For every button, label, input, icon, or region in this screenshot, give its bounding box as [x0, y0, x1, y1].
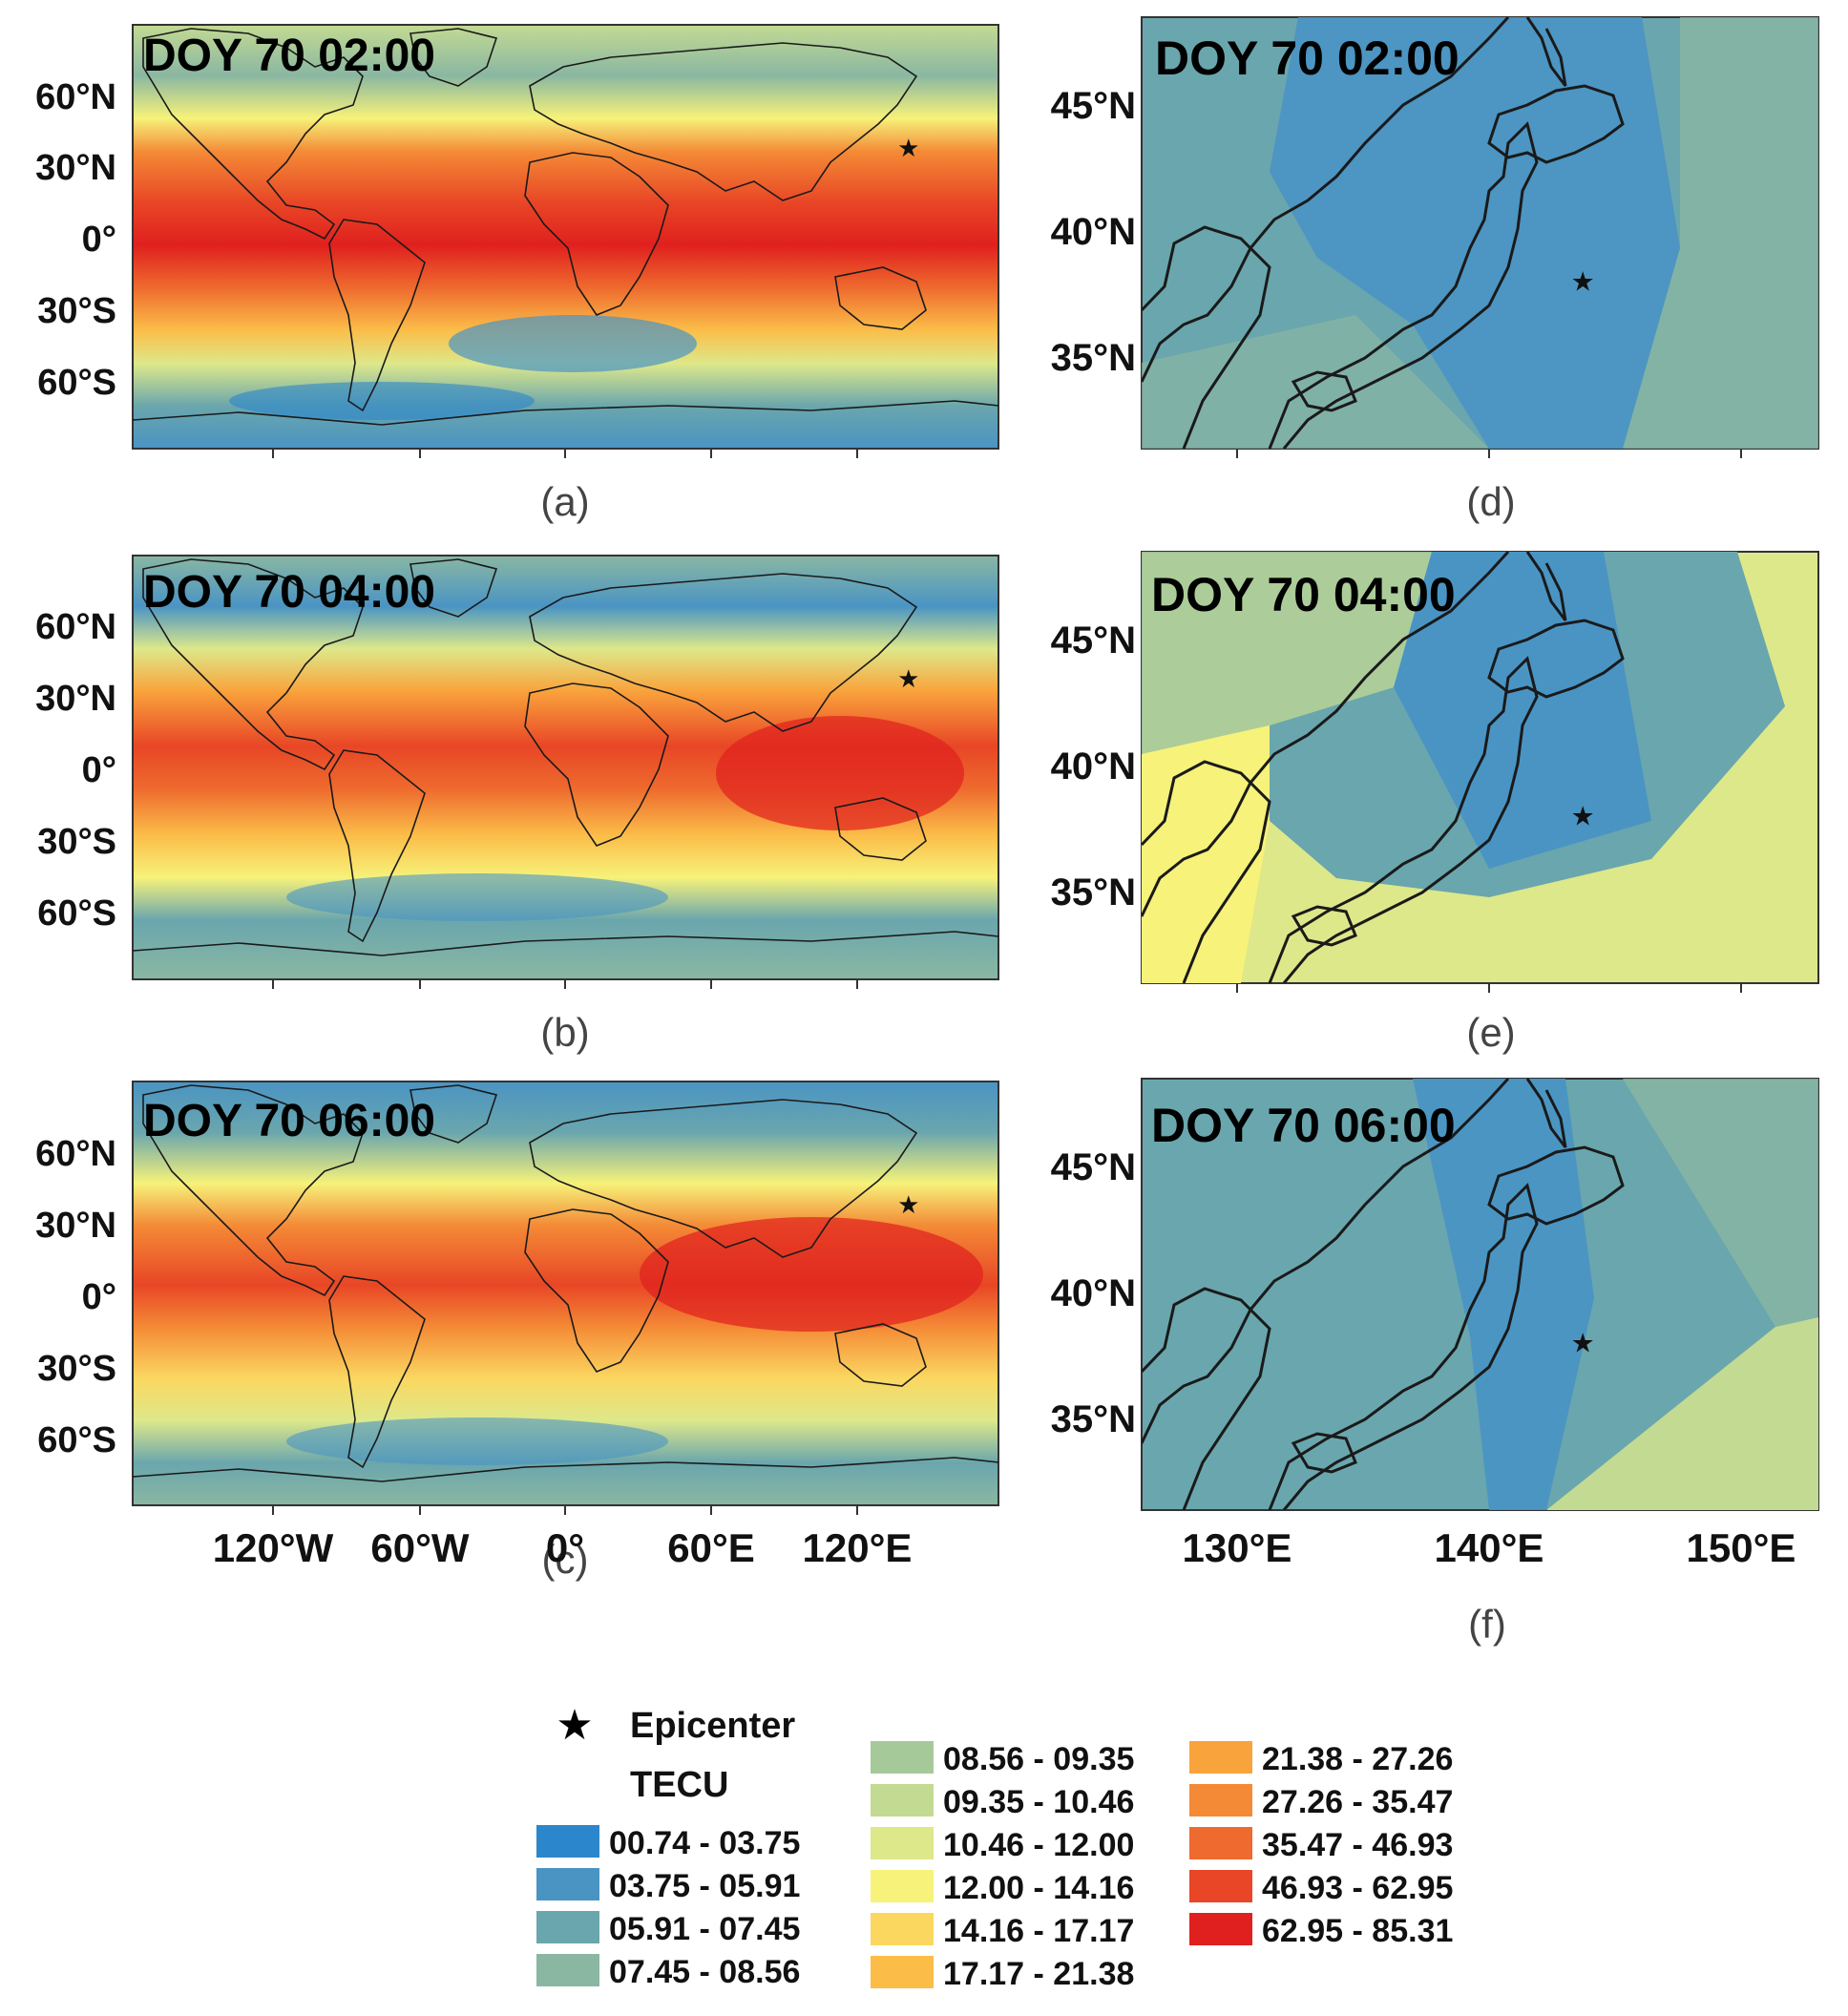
epicenter-star-icon: ★	[1571, 267, 1595, 297]
legend-range-label: 07.45 - 08.56	[609, 1954, 800, 1990]
epicenter-star-icon: ★	[1571, 802, 1595, 831]
map-panel-f: DOY 70 06:00 (f)	[1141, 1078, 1819, 1647]
panel-caption-b: (b)	[540, 1010, 589, 1055]
legend-range-label: 12.00 - 14.16	[943, 1870, 1134, 1906]
epicenter-star-icon: ★	[897, 664, 919, 693]
legend: ★ Epicenter TECU 00.74 - 03.75 03.75 - 05…	[536, 1702, 1453, 1992]
panel-caption-d: (d)	[1466, 479, 1515, 524]
legend-swatch	[536, 1954, 599, 1986]
legend-epicenter-label: Epicenter	[630, 1706, 795, 1746]
lat-tick: 0°	[82, 220, 116, 260]
lon-tick: 130°E	[1183, 1525, 1292, 1570]
lat-tick: 60°S	[37, 893, 116, 934]
legend-swatch	[1189, 1870, 1252, 1902]
legend-range-label: 46.93 - 62.95	[1262, 1870, 1453, 1906]
legend-swatch	[1189, 1741, 1252, 1774]
panel-caption-a: (a)	[540, 479, 589, 524]
lat-tick: 60°N	[35, 77, 116, 117]
panel-title-e: DOY 70 04:00	[1151, 568, 1456, 621]
lat-tick: 35°N	[1051, 872, 1136, 914]
legend-swatch	[871, 1870, 934, 1902]
lon-tick: 120°E	[803, 1525, 913, 1570]
panel-title-d: DOY 70 02:00	[1155, 32, 1460, 85]
legend-range-label: 27.26 - 35.47	[1262, 1784, 1453, 1820]
lat-tick: 40°N	[1051, 746, 1136, 788]
legend-swatch	[536, 1825, 599, 1858]
lat-tick: 30°S	[37, 822, 116, 862]
panel-caption-c: (c)	[542, 1537, 589, 1582]
lon-tick: 140°E	[1435, 1525, 1544, 1570]
map-panel-d: DOY 70 02:00 (d)	[1141, 16, 1819, 524]
lat-tick: 30°S	[37, 291, 116, 331]
legend-range-label: 62.95 - 85.31	[1262, 1913, 1453, 1949]
legend-range-label: 00.74 - 03.75	[609, 1825, 800, 1861]
lon-tick: 0°	[546, 1525, 584, 1570]
lat-tick: 0°	[82, 1277, 116, 1317]
map-panel-a: DOY 70 02:00 (a)	[132, 24, 999, 524]
legend-range-label: 17.17 - 21.38	[943, 1956, 1134, 1992]
legend-swatch	[871, 1784, 934, 1816]
lon-tick: 120°W	[213, 1525, 334, 1570]
legend-range-label: 05.91 - 07.45	[609, 1911, 800, 1947]
legend-range-label: 21.38 - 27.26	[1262, 1741, 1453, 1777]
lat-tick: 35°N	[1051, 337, 1136, 379]
legend-swatch	[871, 1827, 934, 1859]
lat-tick: 60°N	[35, 607, 116, 647]
epicenter-star-icon: ★	[897, 1190, 919, 1219]
map-panel-c: DOY 70 06:00 (c)	[132, 1081, 999, 1582]
legend-swatch	[871, 1741, 934, 1774]
panel-caption-e: (e)	[1466, 1010, 1515, 1055]
panel-title-f: DOY 70 06:00	[1151, 1099, 1456, 1152]
lat-tick: 0°	[82, 750, 116, 790]
lat-tick: 45°N	[1051, 1146, 1136, 1188]
legend-swatch	[1189, 1827, 1252, 1859]
lat-tick: 40°N	[1051, 211, 1136, 253]
legend-range-label: 14.16 - 17.17	[943, 1913, 1134, 1949]
panel-title-c: DOY 70 06:00	[143, 1096, 435, 1146]
lon-tick: 60°W	[370, 1525, 470, 1570]
lat-tick: 60°S	[37, 363, 116, 403]
legend-range-label: 08.56 - 09.35	[943, 1741, 1134, 1777]
legend-range-label: 10.46 - 12.00	[943, 1827, 1134, 1863]
lat-tick: 40°N	[1051, 1272, 1136, 1314]
lat-tick: 45°N	[1051, 620, 1136, 662]
legend-swatch	[871, 1956, 934, 1988]
panel-title-a: DOY 70 02:00	[143, 31, 435, 81]
lat-tick: 60°N	[35, 1134, 116, 1174]
lat-tick: 30°N	[35, 148, 116, 188]
epicenter-star-icon: ★	[1571, 1329, 1595, 1358]
lat-tick: 45°N	[1051, 85, 1136, 127]
lat-tick: 35°N	[1051, 1398, 1136, 1440]
legend-swatch	[871, 1913, 934, 1945]
legend-range-label: 35.47 - 46.93	[1262, 1827, 1453, 1863]
legend-range-label: 09.35 - 10.46	[943, 1784, 1134, 1820]
legend-swatch	[1189, 1784, 1252, 1816]
epicenter-star-icon: ★	[897, 134, 919, 162]
lat-tick: 30°N	[35, 1206, 116, 1246]
lat-tick: 30°S	[37, 1349, 116, 1389]
map-panel-e: DOY 70 04:00 (e)	[1141, 551, 1819, 1055]
legend-swatch	[1189, 1913, 1252, 1945]
panel-caption-f: (f)	[1468, 1602, 1506, 1647]
map-panel-b: DOY 70 04:00 (b)	[132, 555, 999, 1055]
legend-title: TECU	[630, 1765, 728, 1805]
legend-swatch	[536, 1868, 599, 1900]
legend-range-label: 03.75 - 05.91	[609, 1868, 800, 1904]
epicenter-star-icon: ★	[556, 1702, 593, 1749]
lon-tick: 150°E	[1687, 1525, 1796, 1570]
epicenter-markers: ★ ★ ★ ★ ★ ★	[897, 134, 1595, 1357]
lon-tick: 60°E	[667, 1525, 755, 1570]
lat-tick: 30°N	[35, 679, 116, 719]
legend-swatch	[536, 1911, 599, 1943]
panel-title-b: DOY 70 04:00	[143, 567, 435, 618]
lat-tick: 60°S	[37, 1420, 116, 1460]
